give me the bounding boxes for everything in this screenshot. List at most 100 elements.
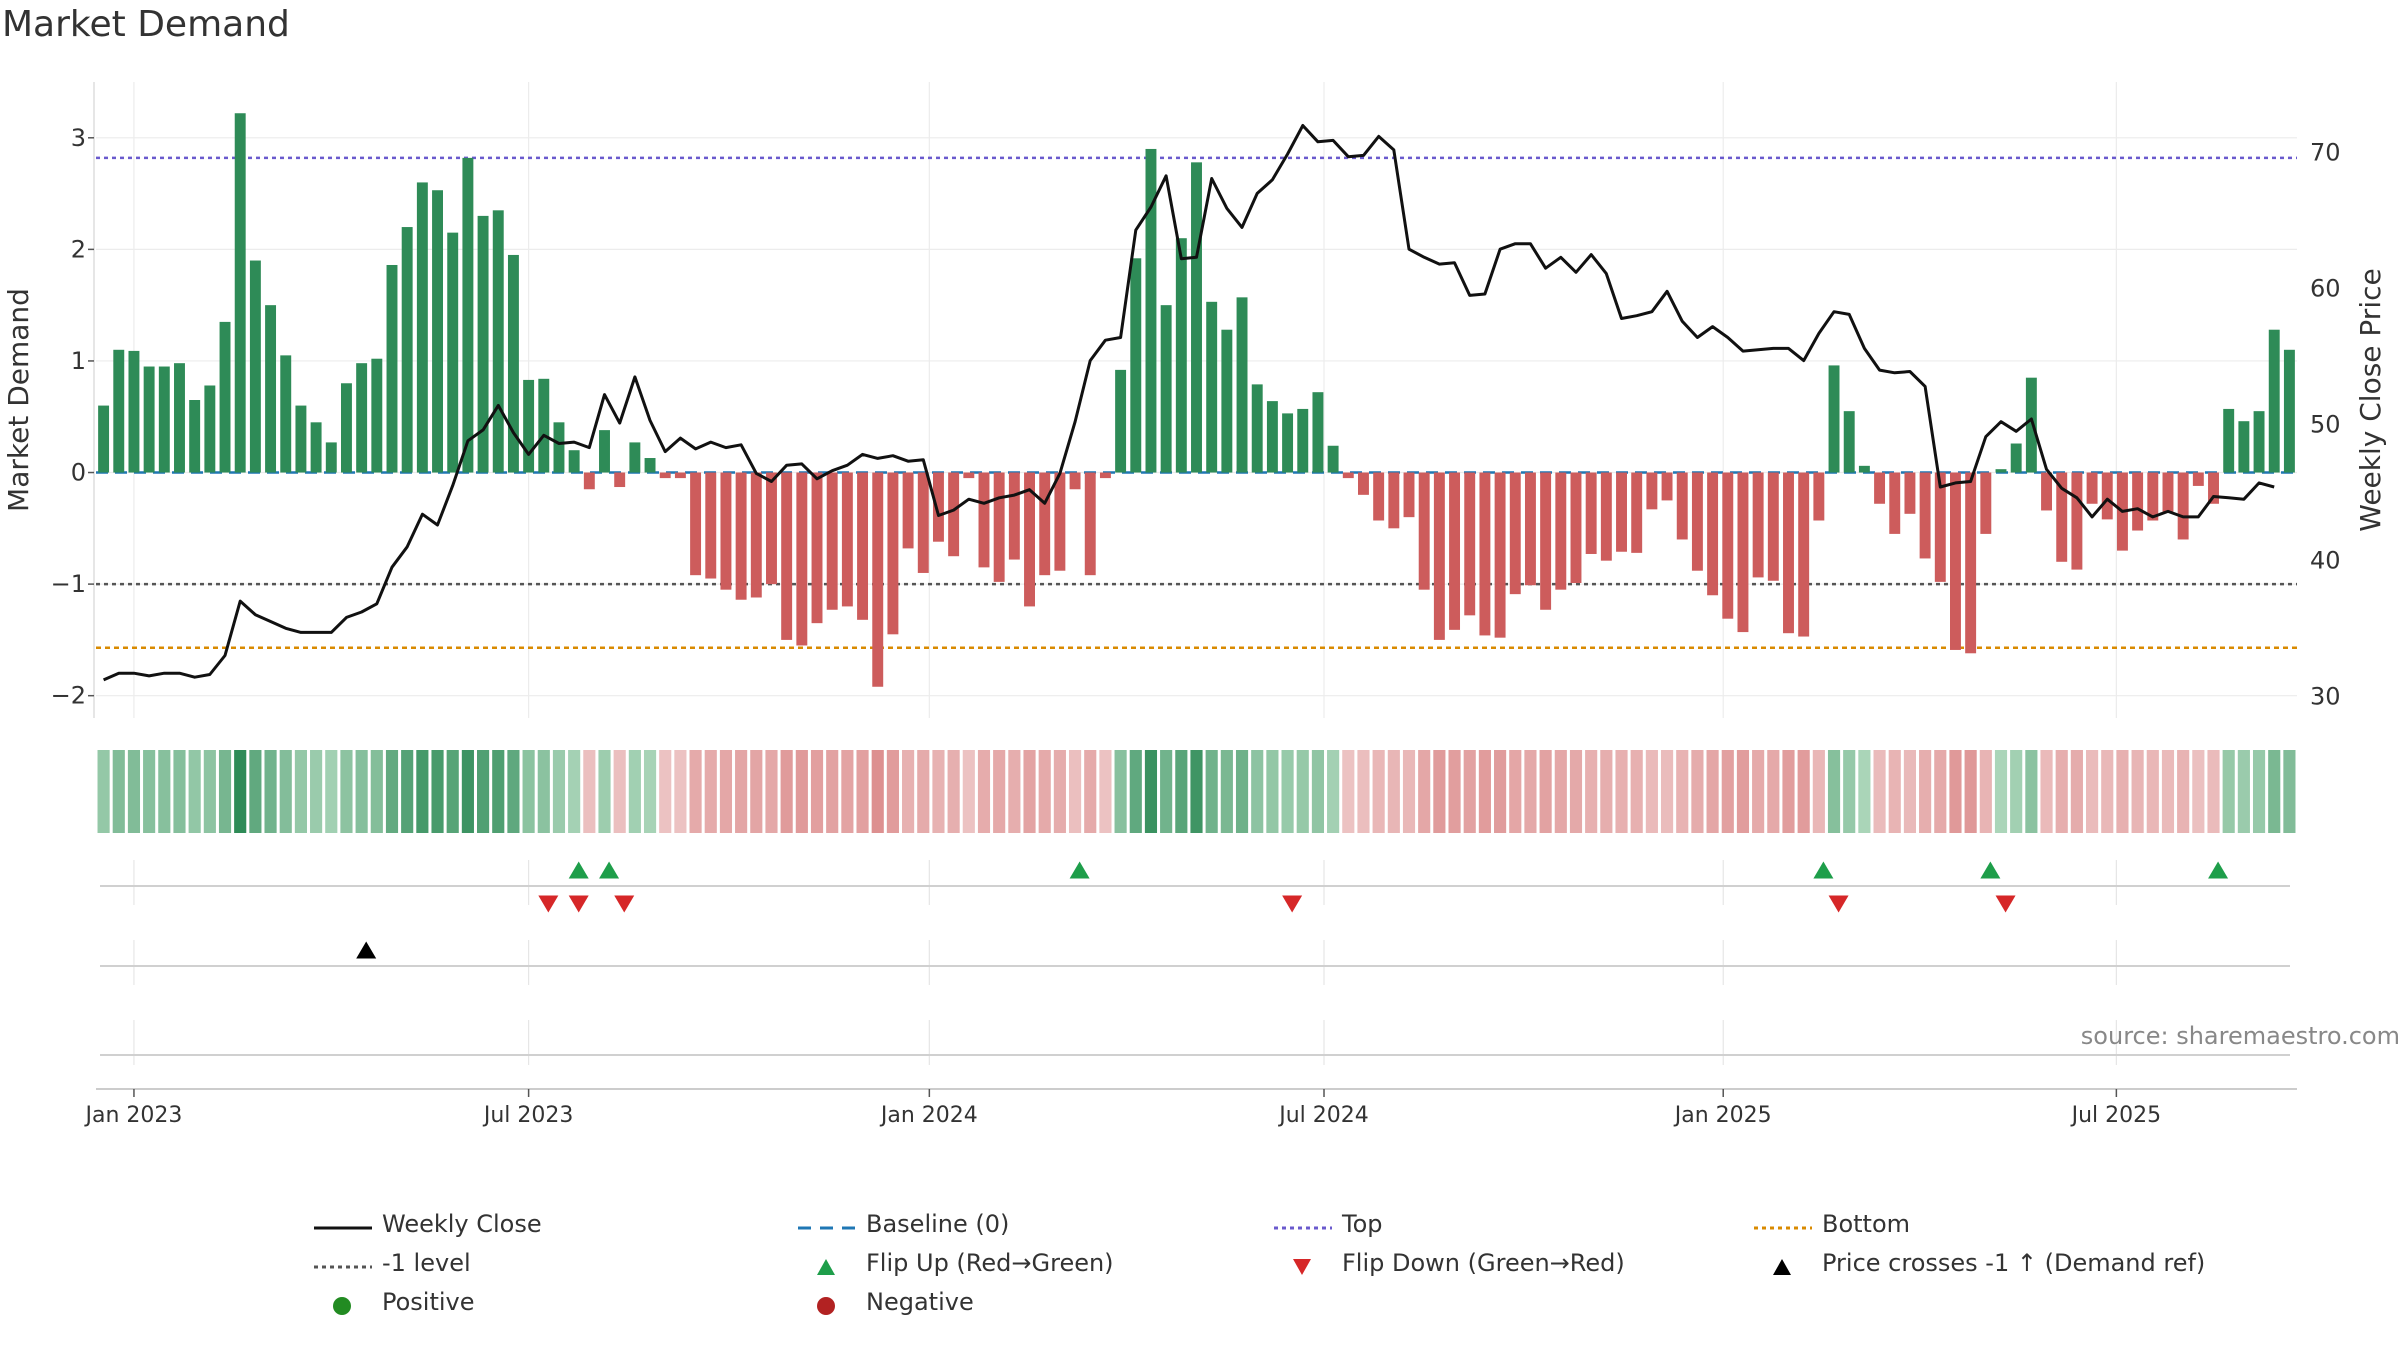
legend-icon-positive (333, 1297, 351, 1315)
heat-cell (1721, 750, 1734, 833)
legend-label: -1 level (382, 1249, 471, 1277)
heat-cell (1888, 750, 1901, 833)
demand-bar (599, 430, 610, 473)
price-cross-marker (356, 941, 377, 959)
weekly-close-series (102, 124, 2275, 682)
demand-bar (1904, 472, 1916, 514)
heat-cell (2252, 750, 2266, 833)
demand-bar (1494, 472, 1506, 638)
heat-cell (1433, 750, 1446, 833)
demand-bar (249, 260, 261, 473)
y-tick-label: 0 (71, 459, 86, 487)
x-tick-label: Jul 2025 (2070, 1103, 2162, 1128)
demand-bar (1099, 472, 1111, 479)
heat-cell (1251, 750, 1264, 833)
demand-bar (2056, 472, 2068, 562)
demand-bar (280, 355, 292, 473)
heat-cell (1979, 750, 1992, 833)
legend-label: Top (1342, 1210, 1383, 1238)
demand-bar (492, 210, 504, 473)
demand-bar (1858, 465, 1870, 473)
y2-axis-ticks: 30 40 50 60 70 (2310, 139, 2341, 711)
demand-bar (113, 349, 125, 473)
demand-bar (2147, 472, 2159, 521)
demand-bar (1889, 472, 1901, 534)
heat-cell (2237, 750, 2250, 833)
demand-bar (1980, 472, 1992, 534)
demand-bar (841, 472, 853, 607)
demand-bar (1555, 472, 1567, 590)
x-tick-label: Jan 2025 (1673, 1103, 1772, 1128)
heat-cell (1691, 750, 1704, 833)
demand-bar (325, 442, 337, 473)
heat-cell (2161, 750, 2175, 833)
heat-cell (795, 750, 808, 833)
heat-cell (2010, 750, 2023, 833)
demand-bar (644, 458, 656, 473)
demand-bar (538, 378, 550, 473)
demand-bar (295, 405, 307, 473)
demand-bar (1160, 305, 1172, 473)
demand-bar (1251, 384, 1263, 473)
demand-bar (766, 472, 777, 585)
demand-bar (386, 264, 398, 473)
legend-icon-pricecross (1773, 1259, 1791, 1275)
heat-cell (598, 750, 611, 833)
demand-bar (219, 321, 231, 473)
x-tick-label: Jan 2023 (83, 1103, 182, 1128)
demand-bar (2238, 421, 2250, 473)
demand-bar (1145, 148, 1157, 473)
demand-bar (1950, 472, 1961, 650)
demand-bar (432, 190, 443, 473)
heat-cell (1099, 750, 1112, 833)
demand-bar (857, 472, 869, 620)
heat-cell (2283, 750, 2296, 833)
demand-bar (447, 232, 459, 473)
heat-cell (1585, 750, 1598, 833)
heat-cell (355, 750, 368, 833)
demand-bar (993, 472, 1005, 582)
heat-cell (461, 750, 474, 833)
demand-bar (2086, 472, 2098, 504)
heat-cell (1964, 750, 1977, 833)
demand-bar (1054, 472, 1066, 571)
legend-icon-negative (817, 1297, 835, 1315)
demand-bar (629, 442, 641, 473)
demand-bar (1312, 392, 1324, 473)
demand-bar (158, 366, 170, 473)
flip-down-marker (568, 895, 589, 913)
demand-bar (750, 472, 762, 598)
demand-bar (371, 358, 383, 473)
heat-cell (234, 750, 247, 833)
demand-bar (1297, 408, 1309, 473)
demand-bar (1813, 472, 1825, 521)
legend-icon-top (1274, 1226, 1332, 1230)
legend-label: Bottom (1822, 1210, 1911, 1238)
heat-cell (2086, 750, 2099, 833)
demand-bar (2071, 472, 2083, 570)
y-tick-label: −1 (51, 570, 86, 598)
heat-cell (1934, 750, 1947, 833)
demand-bar (872, 472, 884, 687)
heat-cell (1342, 750, 1355, 833)
heat-cell (856, 750, 869, 833)
heat-cell (279, 750, 292, 833)
legend-label: Price crosses -1 ↑ (Demand ref) (1822, 1249, 2206, 1277)
legend-label: Baseline (0) (866, 1210, 1010, 1238)
demand-bar (978, 472, 990, 568)
demand-bar (507, 254, 519, 473)
heat-cell (1919, 750, 1932, 833)
demand-heat-strip (97, 750, 2296, 833)
heat-cell (1858, 750, 1871, 833)
demand-bar (1433, 472, 1445, 640)
demand-bar (1752, 472, 1764, 578)
heat-cell (1175, 750, 1188, 833)
heat-cell (2070, 750, 2083, 833)
heat-cell (507, 750, 520, 833)
heat-cell (568, 750, 581, 833)
flip-up-marker (568, 861, 589, 879)
demand-bar (887, 472, 899, 635)
heat-cell (1296, 750, 1309, 833)
heat-cell (1676, 750, 1689, 833)
heat-cell (2192, 750, 2205, 833)
